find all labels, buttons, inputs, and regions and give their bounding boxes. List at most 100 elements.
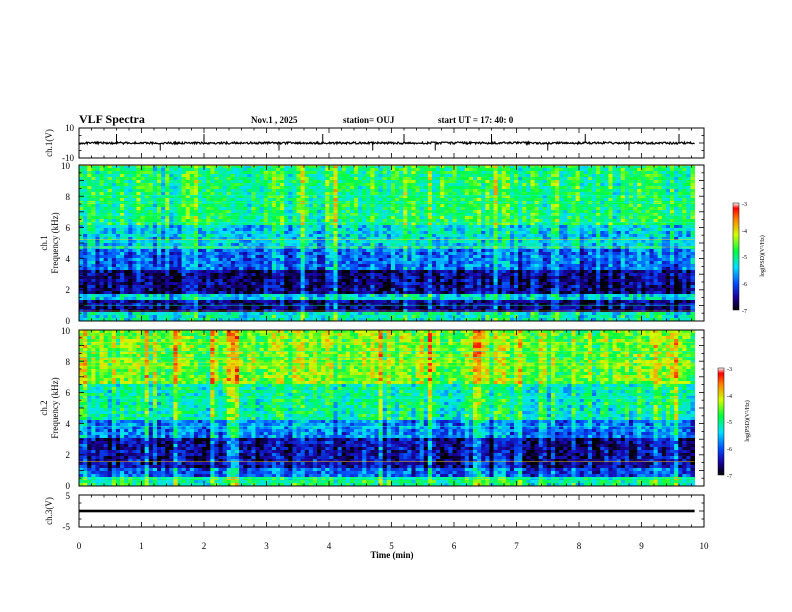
spec1-cell [128,192,133,196]
spec1-cell [181,210,187,214]
spec1-cell [165,204,170,208]
spec1-cell [497,222,503,226]
spec1-cell [152,252,158,256]
spec1-cell [612,192,618,196]
spec1-cell [468,207,474,211]
spec1-cell [686,240,691,244]
spec1-cell [407,255,412,259]
spec1-cell [674,216,679,220]
spec1-cell [390,186,396,190]
spec1-cell [608,198,613,202]
spec1-cell [657,243,663,247]
spec1-cell [514,258,519,262]
spec1-cell [518,261,523,265]
spec1-cell [362,216,367,220]
spec1-cell [226,171,232,175]
spec1-cell [349,252,355,256]
spec1-cell [690,240,696,244]
spec1-cell [140,258,146,262]
spec1-cell [79,255,84,259]
spec1-cell [555,207,560,211]
spec1-cell [378,192,384,196]
spec1-cell [542,222,548,226]
spec1-cell [411,183,416,187]
spec1-cell [378,231,384,235]
spec1-cell [198,255,203,259]
spec1-cell [386,252,392,256]
spec1-cell [329,180,334,184]
spec1-cell [169,195,174,199]
spec1-cell [111,231,117,235]
spec1-cell [522,204,527,208]
spec1-cell [596,219,601,223]
spec1-cell [682,168,687,172]
spec1-cell [526,174,531,178]
spec1-cell [288,213,293,217]
spec1-cell [304,219,310,223]
spec1-cell [308,246,314,250]
spec1-cell [173,252,178,256]
spec1-cell [304,243,310,247]
spec1-cell [173,225,178,229]
spec1-cell [136,231,141,235]
spec1-cell [395,207,400,211]
spec1-cell [501,249,507,253]
spec1-cell [341,165,347,169]
spec1-cell [431,195,437,199]
spec1-cell [440,246,445,250]
spec1-cell [325,207,330,211]
spec1-cell [468,195,474,199]
spec1-cell [132,261,137,265]
spec1-cell [198,213,203,217]
spec1-cell [107,222,113,226]
spec1-cell [497,228,503,232]
spec1-cell [649,183,654,187]
spec1-cell [403,186,408,190]
spec1-cell [436,243,441,247]
spec1-cell [399,177,404,181]
spec1-cell [612,174,618,178]
spec1-cell [87,216,92,220]
spec1-cell [436,234,441,238]
spec1-cell [628,246,634,250]
spec1-cell [198,252,203,256]
spec1-cell [546,234,552,238]
spec1-cell [259,222,265,226]
spec1-cell [263,243,269,247]
spec1-cell [144,228,150,232]
spec1-cell [366,255,371,259]
spec1-cell [169,183,174,187]
spec1-cell [415,252,421,256]
spec1-cell [415,258,421,262]
spec1-cell [534,186,540,190]
spec1-cell [641,234,646,238]
spec1-cell [115,168,121,172]
spec1-cell [436,231,441,235]
spec1-cell [202,189,207,193]
spec1-cell [325,165,330,169]
spec1-cell [218,258,224,262]
spec1-cell [79,231,84,235]
spec1-cell [312,249,318,253]
spec1-cell [641,228,646,232]
spec1-cell [583,261,589,265]
spec1-cell [128,204,133,208]
spec1-cell [550,234,556,238]
spec1-cell [202,204,207,208]
spec1-cell [226,204,232,208]
spec1-cell [661,219,667,223]
spec1-cell [444,183,449,187]
spec1-cell [518,243,523,247]
spec1-cell [678,198,683,202]
spec1-cell [485,183,490,187]
spec1-cell [501,168,507,172]
spec1-cell [222,195,228,199]
spec1-cell [239,252,244,256]
spec1-cell [616,177,622,181]
spec1-cell [501,258,507,262]
spec1-cell [596,210,601,214]
spec1-cell [645,186,650,190]
spec1-cell [366,261,371,265]
spec1-cell [280,180,285,184]
spec1-cell [452,213,457,217]
